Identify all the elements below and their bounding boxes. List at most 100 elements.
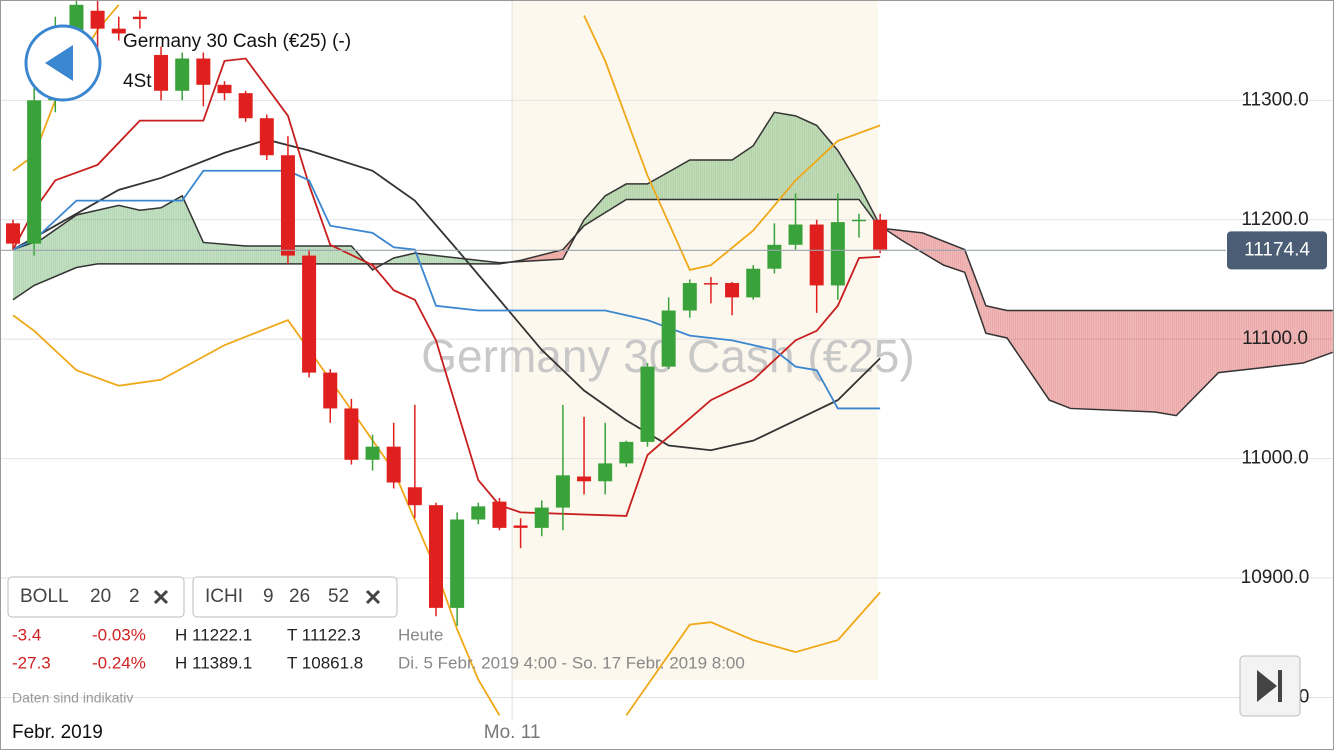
cloud-fill xyxy=(611,191,615,209)
cloud-fill xyxy=(683,162,686,200)
cloud-fill xyxy=(1171,310,1175,416)
cloud-fill xyxy=(1167,310,1171,415)
cloud-fill xyxy=(51,231,54,279)
cloud-fill xyxy=(469,259,473,264)
cloud-fill xyxy=(920,232,923,253)
indicator-param: 26 xyxy=(289,586,310,607)
cloud-fill xyxy=(1292,310,1296,365)
cloud-fill xyxy=(209,242,213,264)
cloud-fill xyxy=(744,150,748,200)
cloud-fill xyxy=(1231,310,1234,372)
cloud-fill xyxy=(228,244,232,264)
cloud-fill xyxy=(639,183,642,200)
candle-body xyxy=(851,219,866,222)
cloud-fill xyxy=(1002,309,1006,338)
cloud-fill xyxy=(167,203,170,264)
cloud-fill xyxy=(1195,310,1198,397)
cloud-fill xyxy=(768,118,771,200)
cloud-fill xyxy=(161,206,164,264)
cloud-fill xyxy=(543,253,547,261)
cloud-fill xyxy=(956,246,959,271)
indicator-param: 9 xyxy=(263,586,274,607)
cloud-fill xyxy=(1007,310,1010,342)
cloud-fill xyxy=(1136,310,1139,412)
cloud-fill xyxy=(789,114,792,200)
cloud-fill xyxy=(232,244,236,264)
cloud-fill xyxy=(1212,310,1215,380)
cloud-fill xyxy=(598,200,602,217)
cloud-fill xyxy=(1009,310,1012,345)
cloud-fill xyxy=(1262,310,1266,368)
cloud-fill xyxy=(634,183,638,200)
cloud-fill xyxy=(1093,310,1097,410)
cloud-fill xyxy=(985,305,989,334)
cloud-fill xyxy=(590,210,593,222)
cloud-fill xyxy=(82,213,86,267)
cloud-fill xyxy=(400,256,403,264)
cloud-fill xyxy=(1191,310,1194,401)
cloud-fill xyxy=(53,229,56,278)
cloud-fill xyxy=(1298,310,1302,364)
remove-icon[interactable] xyxy=(153,589,169,605)
cloud-fill xyxy=(1028,310,1031,373)
cloud-fill xyxy=(1076,310,1080,409)
cloud-fill xyxy=(116,205,120,264)
cloud-fill xyxy=(784,114,788,200)
cloud-fill xyxy=(1309,310,1312,361)
indicator-chip[interactable] xyxy=(7,576,185,618)
cloud-fill xyxy=(397,256,401,264)
cloud-fill xyxy=(1078,310,1082,409)
cloud-fill xyxy=(636,183,640,200)
cloud-fill xyxy=(679,164,682,200)
cloud-fill xyxy=(848,167,851,200)
candle-body xyxy=(450,519,465,608)
cloud-fill xyxy=(812,123,815,200)
cloud-fill xyxy=(1066,310,1069,408)
cloud-fill xyxy=(110,206,113,264)
cloud-fill xyxy=(1004,310,1008,338)
period-label: Febr. 2019 xyxy=(12,722,103,743)
cloud-fill xyxy=(607,193,610,212)
cloud-fill xyxy=(78,214,82,268)
cloud-fill xyxy=(84,212,88,267)
cloud-fill xyxy=(1241,310,1245,370)
cloud-fill xyxy=(681,163,684,200)
cloud-fill xyxy=(729,160,733,200)
cloud-fill xyxy=(1163,310,1167,414)
cloud-fill xyxy=(216,243,219,264)
candle-body xyxy=(555,475,570,508)
cloud-fill xyxy=(80,213,84,267)
cloud-fill xyxy=(541,254,545,261)
cloud-fill xyxy=(207,242,211,264)
cloud-fill xyxy=(118,205,122,264)
cloud-fill xyxy=(732,158,735,200)
cloud-fill xyxy=(120,205,124,264)
cloud-fill xyxy=(958,247,961,271)
candle-body xyxy=(90,10,105,29)
cloud-fill xyxy=(23,245,27,293)
remove-icon[interactable] xyxy=(365,589,381,605)
high: H 11389.1 xyxy=(175,653,252,672)
cloud-fill xyxy=(1102,310,1105,410)
cloud-fill xyxy=(42,237,46,282)
cloud-fill xyxy=(1131,310,1135,412)
cloud-fill xyxy=(1152,310,1156,413)
cloud-fill xyxy=(1199,310,1203,392)
cloud-fill xyxy=(772,112,775,200)
cloud-fill xyxy=(1286,310,1289,365)
cloud-fill xyxy=(907,231,911,246)
cloud-fill xyxy=(1277,310,1281,366)
cloud-fill xyxy=(537,255,541,261)
cloud-fill xyxy=(1322,310,1325,357)
cloud-fill xyxy=(48,232,52,280)
cloud-fill xyxy=(1121,310,1124,411)
cloud-fill xyxy=(831,142,835,200)
cloud-fill xyxy=(977,283,980,315)
cloud-fill xyxy=(169,201,173,264)
cloud-fill xyxy=(698,160,701,200)
cloud-fill xyxy=(1017,310,1021,357)
indicator-chip[interactable] xyxy=(192,576,398,618)
cloud-fill xyxy=(780,113,784,200)
cloud-fill xyxy=(776,112,780,200)
